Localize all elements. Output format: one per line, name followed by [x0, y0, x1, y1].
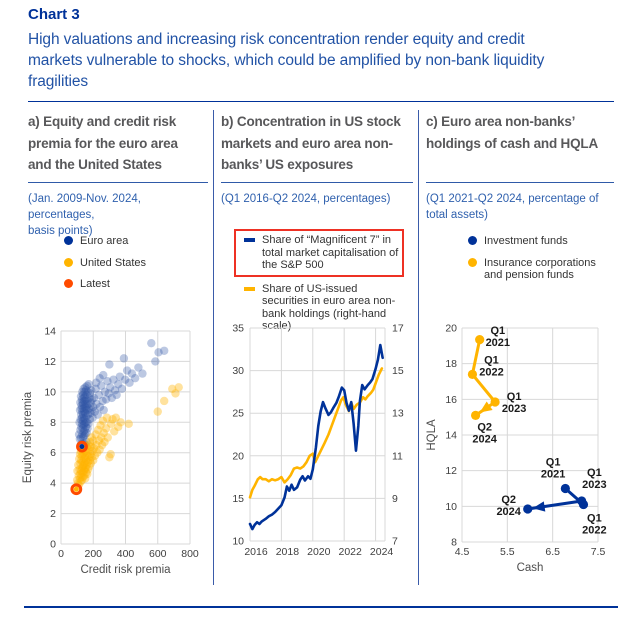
svg-text:12: 12: [445, 465, 457, 477]
panel-c-subtitle: (Q1 2021-Q2 2024, percentage of total as…: [426, 193, 599, 221]
svg-text:15: 15: [392, 365, 404, 377]
legend-item: Euro area: [62, 233, 148, 250]
legend-item: Share of “Magnificent 7” in total market…: [234, 229, 405, 277]
svg-text:Equity risk premia: Equity risk premia: [22, 391, 34, 483]
svg-text:7: 7: [392, 536, 398, 548]
panel-c-legend: Investment funds Insurance corporations a…: [466, 233, 598, 289]
panel-c-chart: 8 10 12 14 16 18 20 4.5 5.5 6.5 7.5 Cash HQLA Q1 2021 Q…: [426, 323, 607, 575]
svg-text:10: 10: [232, 536, 244, 548]
panel-a-legend: Euro area United States Latest: [62, 233, 148, 298]
top-divider: [28, 101, 614, 102]
svg-text:5.5: 5.5: [500, 546, 515, 558]
svg-text:2: 2: [50, 508, 56, 520]
svg-text:6: 6: [50, 447, 56, 459]
svg-text:800: 800: [181, 548, 199, 560]
panel-a-subtitle: (Jan. 2009-Nov. 2024, percentages, basis…: [28, 193, 141, 237]
panel-b-title: b) Concentration in US stock markets and…: [221, 114, 401, 172]
legend-label: Share of “Magnificent 7” in total market…: [262, 234, 399, 271]
svg-text:2024: 2024: [370, 546, 394, 558]
legend-label: Insurance corporations and pension funds: [484, 256, 596, 282]
svg-text:7.5: 7.5: [591, 546, 606, 558]
svg-text:30: 30: [232, 365, 244, 377]
legend-dot-marker: [468, 257, 477, 267]
svg-text:18: 18: [445, 358, 457, 370]
panel-a-chart: 0 2 4 6 8 10 12 14 0 200 400 600 800 Credit risk prem…: [22, 326, 199, 577]
legend-label: Latest: [80, 278, 110, 290]
legend-dot-marker: [64, 236, 73, 245]
svg-text:4.5: 4.5: [455, 546, 470, 558]
panel-divider-2: [418, 110, 419, 585]
svg-text:20: 20: [232, 450, 244, 462]
svg-text:0: 0: [58, 548, 64, 560]
svg-text:15: 15: [232, 493, 244, 505]
panel-c: c) Euro area non-banks’ holdings of cash…: [426, 111, 614, 591]
svg-text:Credit risk premia: Credit risk premia: [80, 564, 171, 576]
svg-text:4: 4: [50, 478, 56, 490]
svg-text:2016: 2016: [244, 546, 268, 558]
svg-text:2020: 2020: [307, 546, 331, 558]
svg-text:9: 9: [392, 493, 398, 505]
svg-text:16: 16: [445, 394, 457, 406]
bottom-divider: [24, 606, 618, 608]
legend-dash-marker: [244, 286, 255, 291]
panel-c-rule: [426, 182, 614, 183]
svg-text:14: 14: [445, 430, 457, 442]
svg-text:10: 10: [44, 386, 56, 398]
svg-text:14: 14: [44, 326, 56, 338]
svg-text:2018: 2018: [276, 546, 300, 558]
svg-text:Cash: Cash: [517, 562, 544, 574]
panel-divider-1: [213, 110, 214, 585]
panel-b-subtitle: (Q1 2016-Q2 2024, percentages): [221, 193, 391, 205]
svg-text:8: 8: [451, 537, 457, 549]
svg-text:HQLA: HQLA: [426, 419, 438, 451]
legend-label: Share of US-issued securities in euro ar…: [262, 282, 396, 333]
panel-a: a) Equity and credit risk premia for the…: [22, 111, 208, 591]
chart-number: Chart 3: [28, 6, 80, 23]
chart-title: High valuations and increasing risk conc…: [28, 31, 545, 90]
legend-dash-marker: [244, 238, 255, 242]
svg-text:400: 400: [117, 548, 135, 560]
legend-item: Insurance corporations and pension funds: [466, 255, 598, 284]
svg-text:600: 600: [149, 548, 167, 560]
panel-a-rule: [28, 182, 208, 183]
svg-text:0: 0: [50, 539, 56, 551]
svg-text:8: 8: [50, 417, 56, 429]
svg-text:11: 11: [392, 450, 403, 462]
legend-dot-marker: [64, 279, 73, 288]
legend-dot-marker: [468, 236, 477, 245]
panel-b-legend: Share of “Magnificent 7” in total market…: [234, 229, 405, 339]
svg-text:25: 25: [232, 408, 244, 420]
legend-item: Latest: [62, 276, 148, 293]
svg-text:6.5: 6.5: [545, 546, 560, 558]
legend-item: United States: [62, 255, 148, 272]
legend-label: United States: [80, 256, 147, 269]
svg-text:17: 17: [392, 323, 404, 335]
legend-item: Investment funds: [466, 233, 598, 250]
svg-text:10: 10: [445, 501, 457, 513]
svg-text:13: 13: [392, 408, 404, 420]
svg-text:12: 12: [44, 356, 56, 368]
panel-c-title: c) Euro area non-banks’ holdings of cash…: [426, 114, 599, 151]
svg-text:200: 200: [84, 548, 102, 560]
panel-b-chart: 10 15 20 25 30 35 7 9 11 13 15 17 2016 2018 2020 2022 20…: [232, 323, 404, 559]
panel-a-title: a) Equity and credit risk premia for the…: [28, 114, 178, 172]
panel-b: b) Concentration in US stock markets and…: [221, 111, 413, 591]
svg-text:35: 35: [232, 323, 244, 335]
legend-label: Euro area: [80, 235, 129, 247]
legend-label: Investment funds: [484, 235, 568, 247]
svg-text:2022: 2022: [339, 546, 363, 558]
legend-dot-marker: [64, 257, 73, 267]
svg-text:20: 20: [445, 323, 457, 335]
legend-item: Share of US-issued securities in euro ar…: [234, 278, 404, 338]
panel-b-rule: [221, 182, 413, 183]
